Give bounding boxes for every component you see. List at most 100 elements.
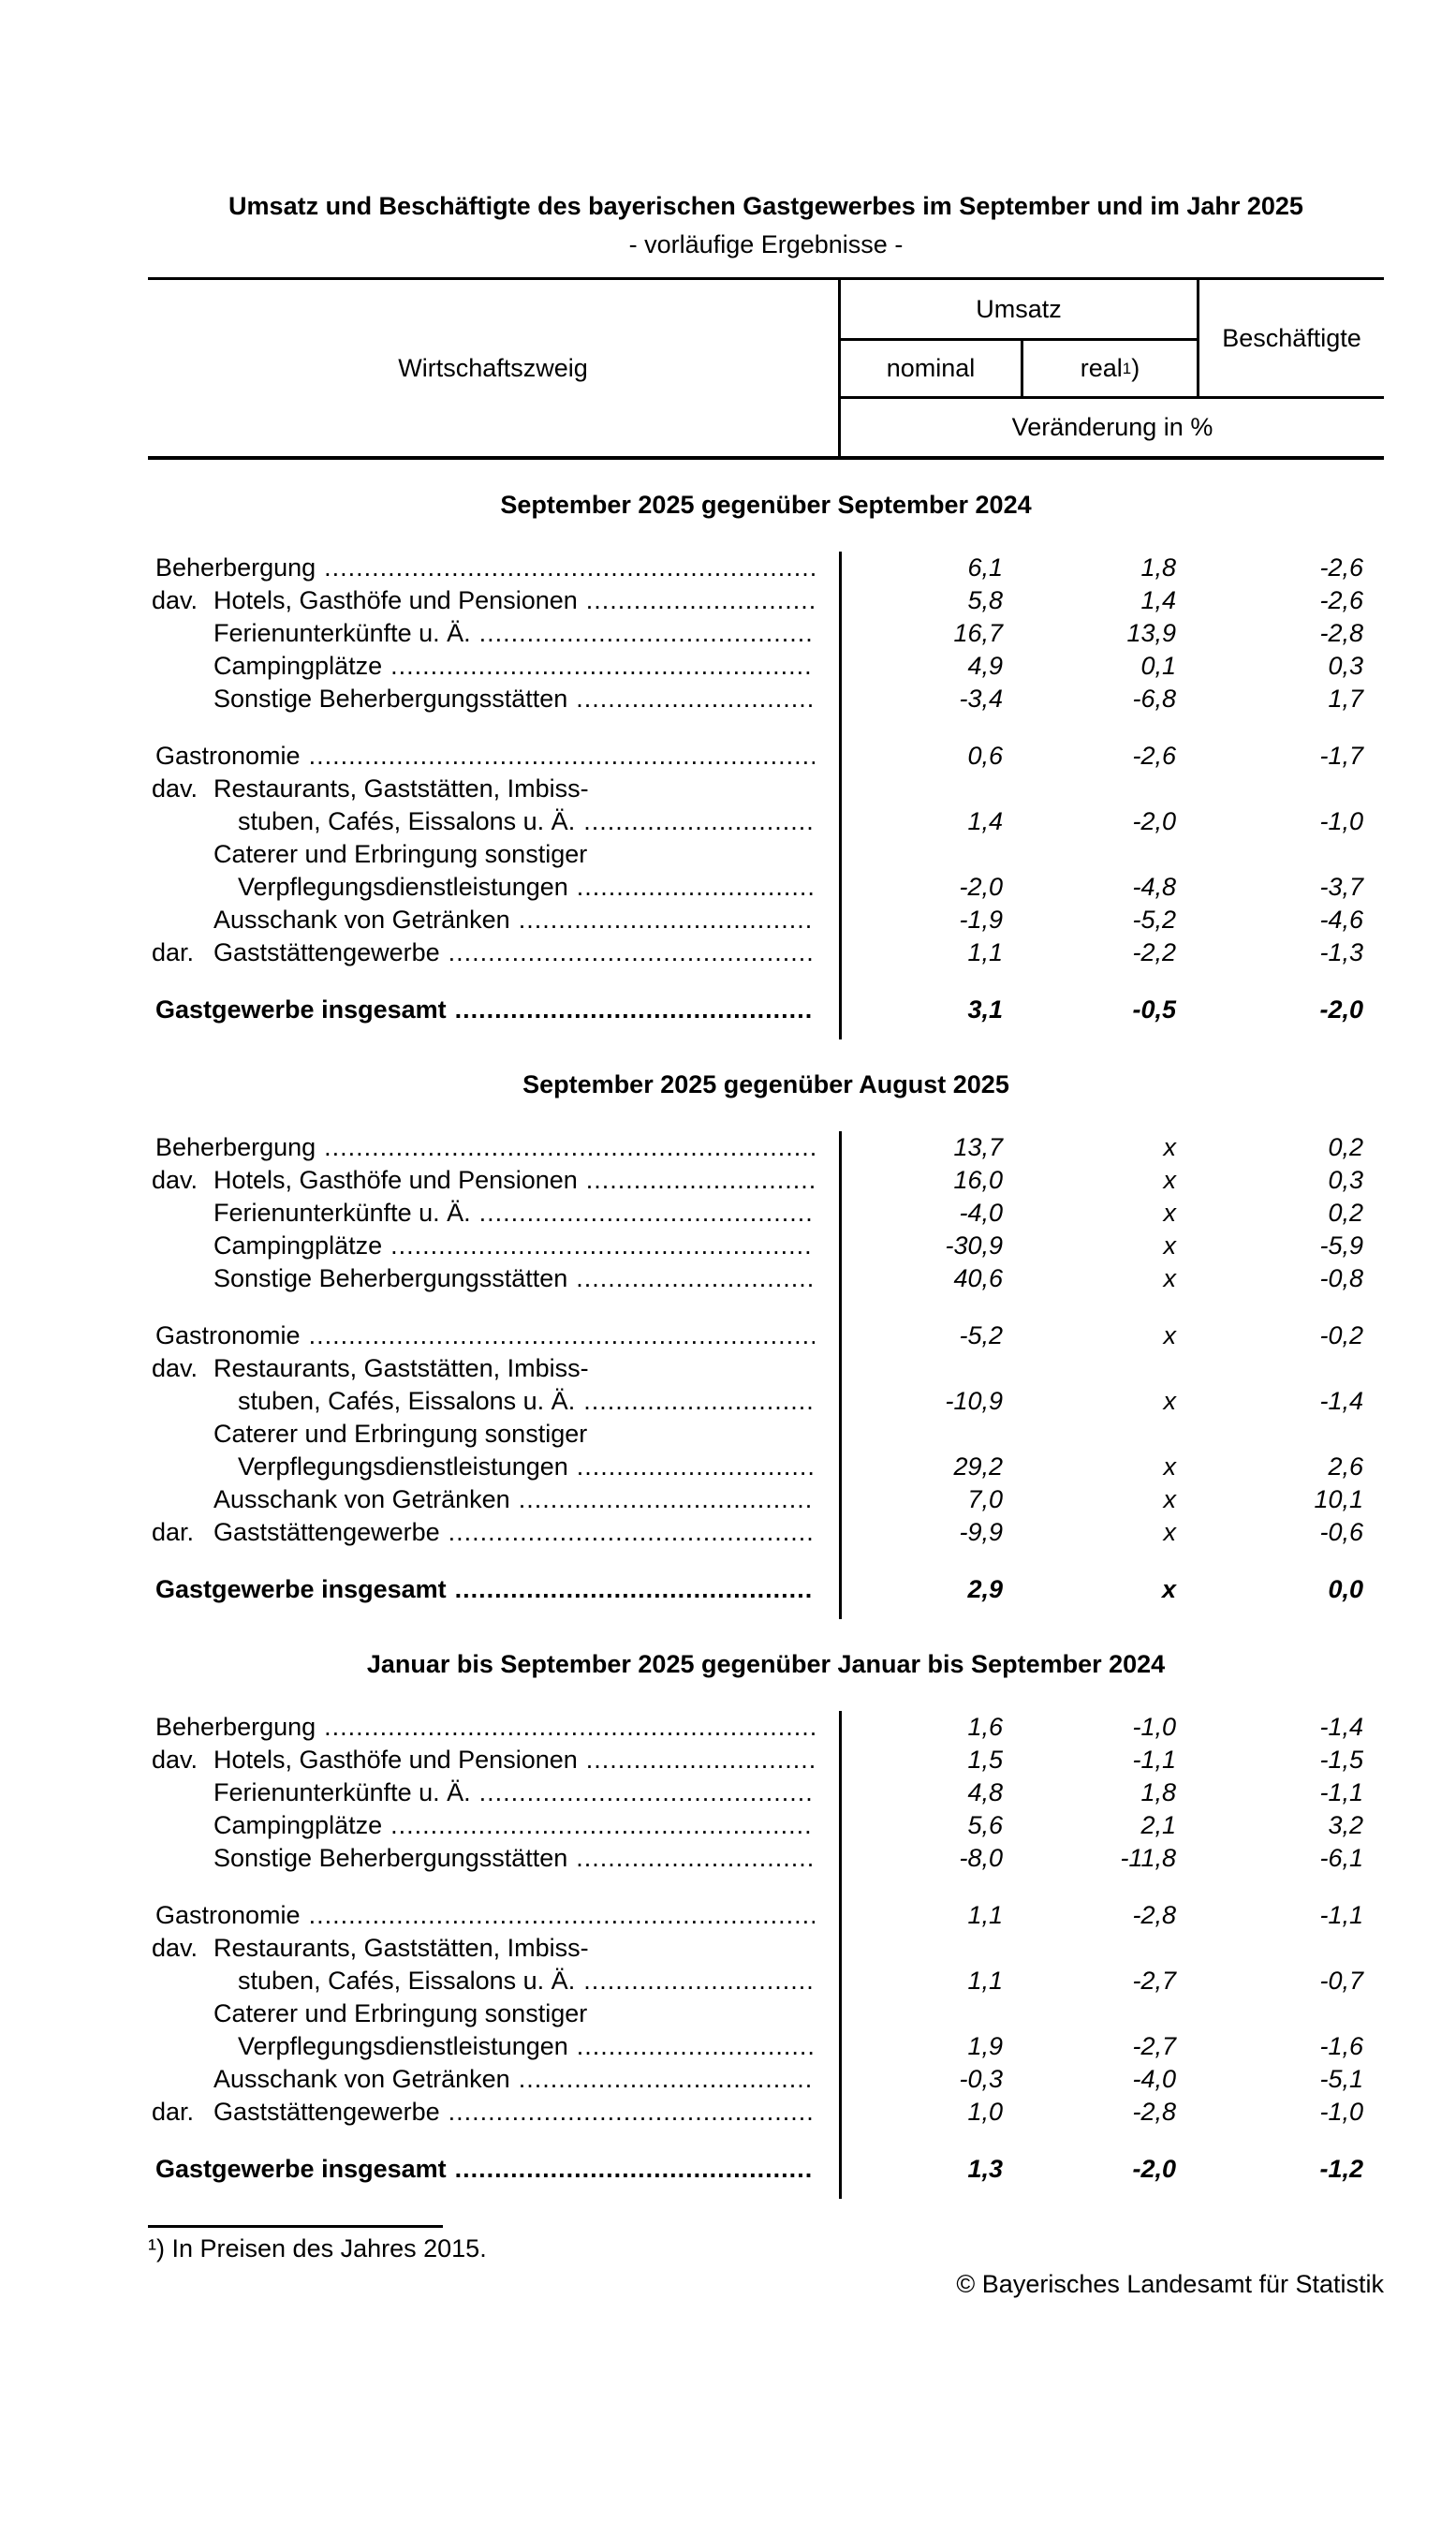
value-nominal: 3,1 (967, 995, 1003, 1024)
row-label: stuben, Cafés, Eissalons u. Ä. (238, 1967, 576, 1995)
column-header-nominal: nominal (841, 338, 1023, 396)
row-prefix: dav. (152, 1354, 199, 1382)
document-page: Umsatz und Beschäftigte des bayerischen … (148, 189, 1384, 2301)
value-nominal: 1,1 (967, 1901, 1003, 1929)
row-label-cell: Beherbergung (148, 1711, 841, 1744)
dot-leader (479, 617, 815, 650)
value-nominal (841, 1352, 1023, 1385)
table-row: Ausschank von Getränken -0,3 -4,0 -5,1 (148, 2063, 1384, 2096)
table-row: Gastgewerbe insgesamt 1,3 -2,0 -1,2 (148, 2153, 1384, 2186)
table-row: Beherbergung 13,7 x 0,2 (148, 1131, 1384, 1164)
value-real (1023, 838, 1197, 871)
section-title: September 2025 gegenüber September 2024 (500, 491, 1032, 519)
value-real: x (1163, 1387, 1177, 1415)
dot-leader (519, 1483, 815, 1516)
row-label: Ferienunterkünfte u. Ä. (213, 1778, 471, 1806)
row-label-cell: Ferienunterkünfte u. Ä. (148, 1776, 841, 1809)
row-label-cell: dav. Restaurants, Gaststätten, Imbiss- (148, 773, 841, 805)
table-row: dav. Restaurants, Gaststätten, Imbiss- (148, 1352, 1384, 1385)
column-divider (839, 1711, 842, 2199)
value-real: -6,8 (1132, 685, 1176, 713)
value-beschaeftigte (1197, 838, 1384, 871)
table-row: dar. Gaststättengewerbe 1,0 -2,8 -1,0 (148, 2096, 1384, 2129)
value-nominal (841, 838, 1023, 871)
row-label: Gastronomie (155, 742, 301, 770)
row-label: stuben, Cafés, Eissalons u. Ä. (238, 1387, 576, 1415)
dot-leader (455, 994, 815, 1026)
row-prefix: dar. (152, 2098, 195, 2126)
value-beschaeftigte: -2,0 (1319, 995, 1363, 1024)
dot-leader (576, 683, 815, 715)
value-real: 2,1 (1140, 1811, 1176, 1839)
row-label-cell: Caterer und Erbringung sonstiger (148, 838, 841, 871)
page-subtitle: - vorläufige Ergebnisse - (628, 230, 904, 258)
value-beschaeftigte: -0,2 (1319, 1321, 1363, 1349)
row-label: Hotels, Gasthöfe und Pensionen (213, 586, 578, 614)
value-beschaeftigte: -2,8 (1319, 619, 1363, 647)
value-real: x (1163, 1166, 1177, 1194)
value-beschaeftigte: -1,5 (1319, 1746, 1363, 1774)
row-label-cell: Beherbergung (148, 552, 841, 584)
value-real (1023, 1352, 1197, 1385)
row-label-cell: stuben, Cafés, Eissalons u. Ä. (148, 1385, 841, 1418)
dot-leader (576, 1842, 815, 1875)
value-beschaeftigte: -1,7 (1319, 742, 1363, 770)
row-label: Gaststättengewerbe (213, 1518, 440, 1546)
value-real: -4,8 (1132, 873, 1176, 901)
value-nominal: -10,9 (945, 1387, 1003, 1415)
row-label: Restaurants, Gaststätten, Imbiss- (213, 774, 589, 803)
row-prefix: dav. (152, 1166, 199, 1194)
value-real (1023, 1997, 1197, 2030)
table-row: Ferienunterkünfte u. Ä. -4,0 x 0,2 (148, 1197, 1384, 1230)
value-beschaeftigte (1197, 1418, 1384, 1451)
value-nominal: 2,9 (967, 1575, 1003, 1603)
row-label-cell: Verpflegungsdienstleistungen (148, 2030, 841, 2063)
row-label: Sonstige Beherbergungsstätten (213, 1264, 568, 1292)
row-label: Ausschank von Getränken (213, 2065, 510, 2093)
value-beschaeftigte: -5,9 (1319, 1231, 1363, 1260)
row-label: Gastgewerbe insgesamt (155, 995, 447, 1024)
row-label: Campingplätze (213, 1811, 383, 1839)
value-nominal: 1,4 (967, 807, 1003, 835)
section-rows: Beherbergung 1,6 -1,0 -1,4 dav. Hotels, Gasth… (148, 1711, 1384, 2199)
table-row: Ausschank von Getränken -1,9 -5,2 -4,6 (148, 904, 1384, 936)
column-header-wirtschaftszweig: Wirtschaftszweig (148, 280, 841, 456)
row-label-cell: Gastronomie (148, 1319, 841, 1352)
row-label: Gastgewerbe insgesamt (155, 1575, 447, 1603)
row-label: Verpflegungsdienstleistungen (238, 2032, 568, 2060)
row-label: Caterer und Erbringung sonstiger (213, 1420, 588, 1448)
value-nominal: 4,8 (967, 1778, 1003, 1806)
value-nominal (841, 1418, 1023, 1451)
row-label-cell: Verpflegungsdienstleistungen (148, 1451, 841, 1483)
value-real: 1,4 (1140, 586, 1176, 614)
value-nominal (841, 1932, 1023, 1965)
value-beschaeftigte (1197, 1997, 1384, 2030)
row-prefix: dav. (152, 1934, 199, 1962)
dot-leader (309, 1899, 815, 1932)
row-label-cell: dav. Hotels, Gasthöfe und Pensionen (148, 584, 841, 617)
row-label-cell: Sonstige Beherbergungsstätten (148, 1262, 841, 1295)
value-beschaeftigte: 0,0 (1328, 1575, 1363, 1603)
table-section: September 2025 gegenüber August 2025 Behe… (148, 1068, 1384, 1619)
table-row: Gastronomie 0,6 -2,6 -1,7 (148, 740, 1384, 773)
table-row: Sonstige Beherbergungsstätten -3,4 -6,8 1,7 (148, 683, 1384, 715)
table-row: Gastronomie 1,1 -2,8 -1,1 (148, 1899, 1384, 1932)
page-title: Umsatz und Beschäftigte des bayerischen … (228, 192, 1303, 220)
dot-leader (576, 1262, 815, 1295)
row-label: Gastronomie (155, 1321, 301, 1349)
table-row: stuben, Cafés, Eissalons u. Ä. -10,9 x -1,4 (148, 1385, 1384, 1418)
row-prefix: dar. (152, 938, 195, 966)
copyright-text: © Bayerisches Landesamt für Statistik (956, 2270, 1384, 2298)
value-beschaeftigte: -6,1 (1319, 1844, 1363, 1872)
table-row: Caterer und Erbringung sonstiger (148, 1997, 1384, 2030)
row-label: Sonstige Beherbergungsstätten (213, 1844, 568, 1872)
value-beschaeftigte: 2,6 (1328, 1452, 1363, 1481)
row-label: Campingplätze (213, 652, 383, 680)
row-label: stuben, Cafés, Eissalons u. Ä. (238, 807, 576, 835)
table-row: Verpflegungsdienstleistungen -2,0 -4,8 -3,7 (148, 871, 1384, 904)
row-label-cell: Sonstige Beherbergungsstätten (148, 683, 841, 715)
row-label: Ausschank von Getränken (213, 1485, 510, 1513)
row-label: Gaststättengewerbe (213, 938, 440, 966)
table-row: Verpflegungsdienstleistungen 29,2 x 2,6 (148, 1451, 1384, 1483)
dot-leader (449, 936, 815, 969)
